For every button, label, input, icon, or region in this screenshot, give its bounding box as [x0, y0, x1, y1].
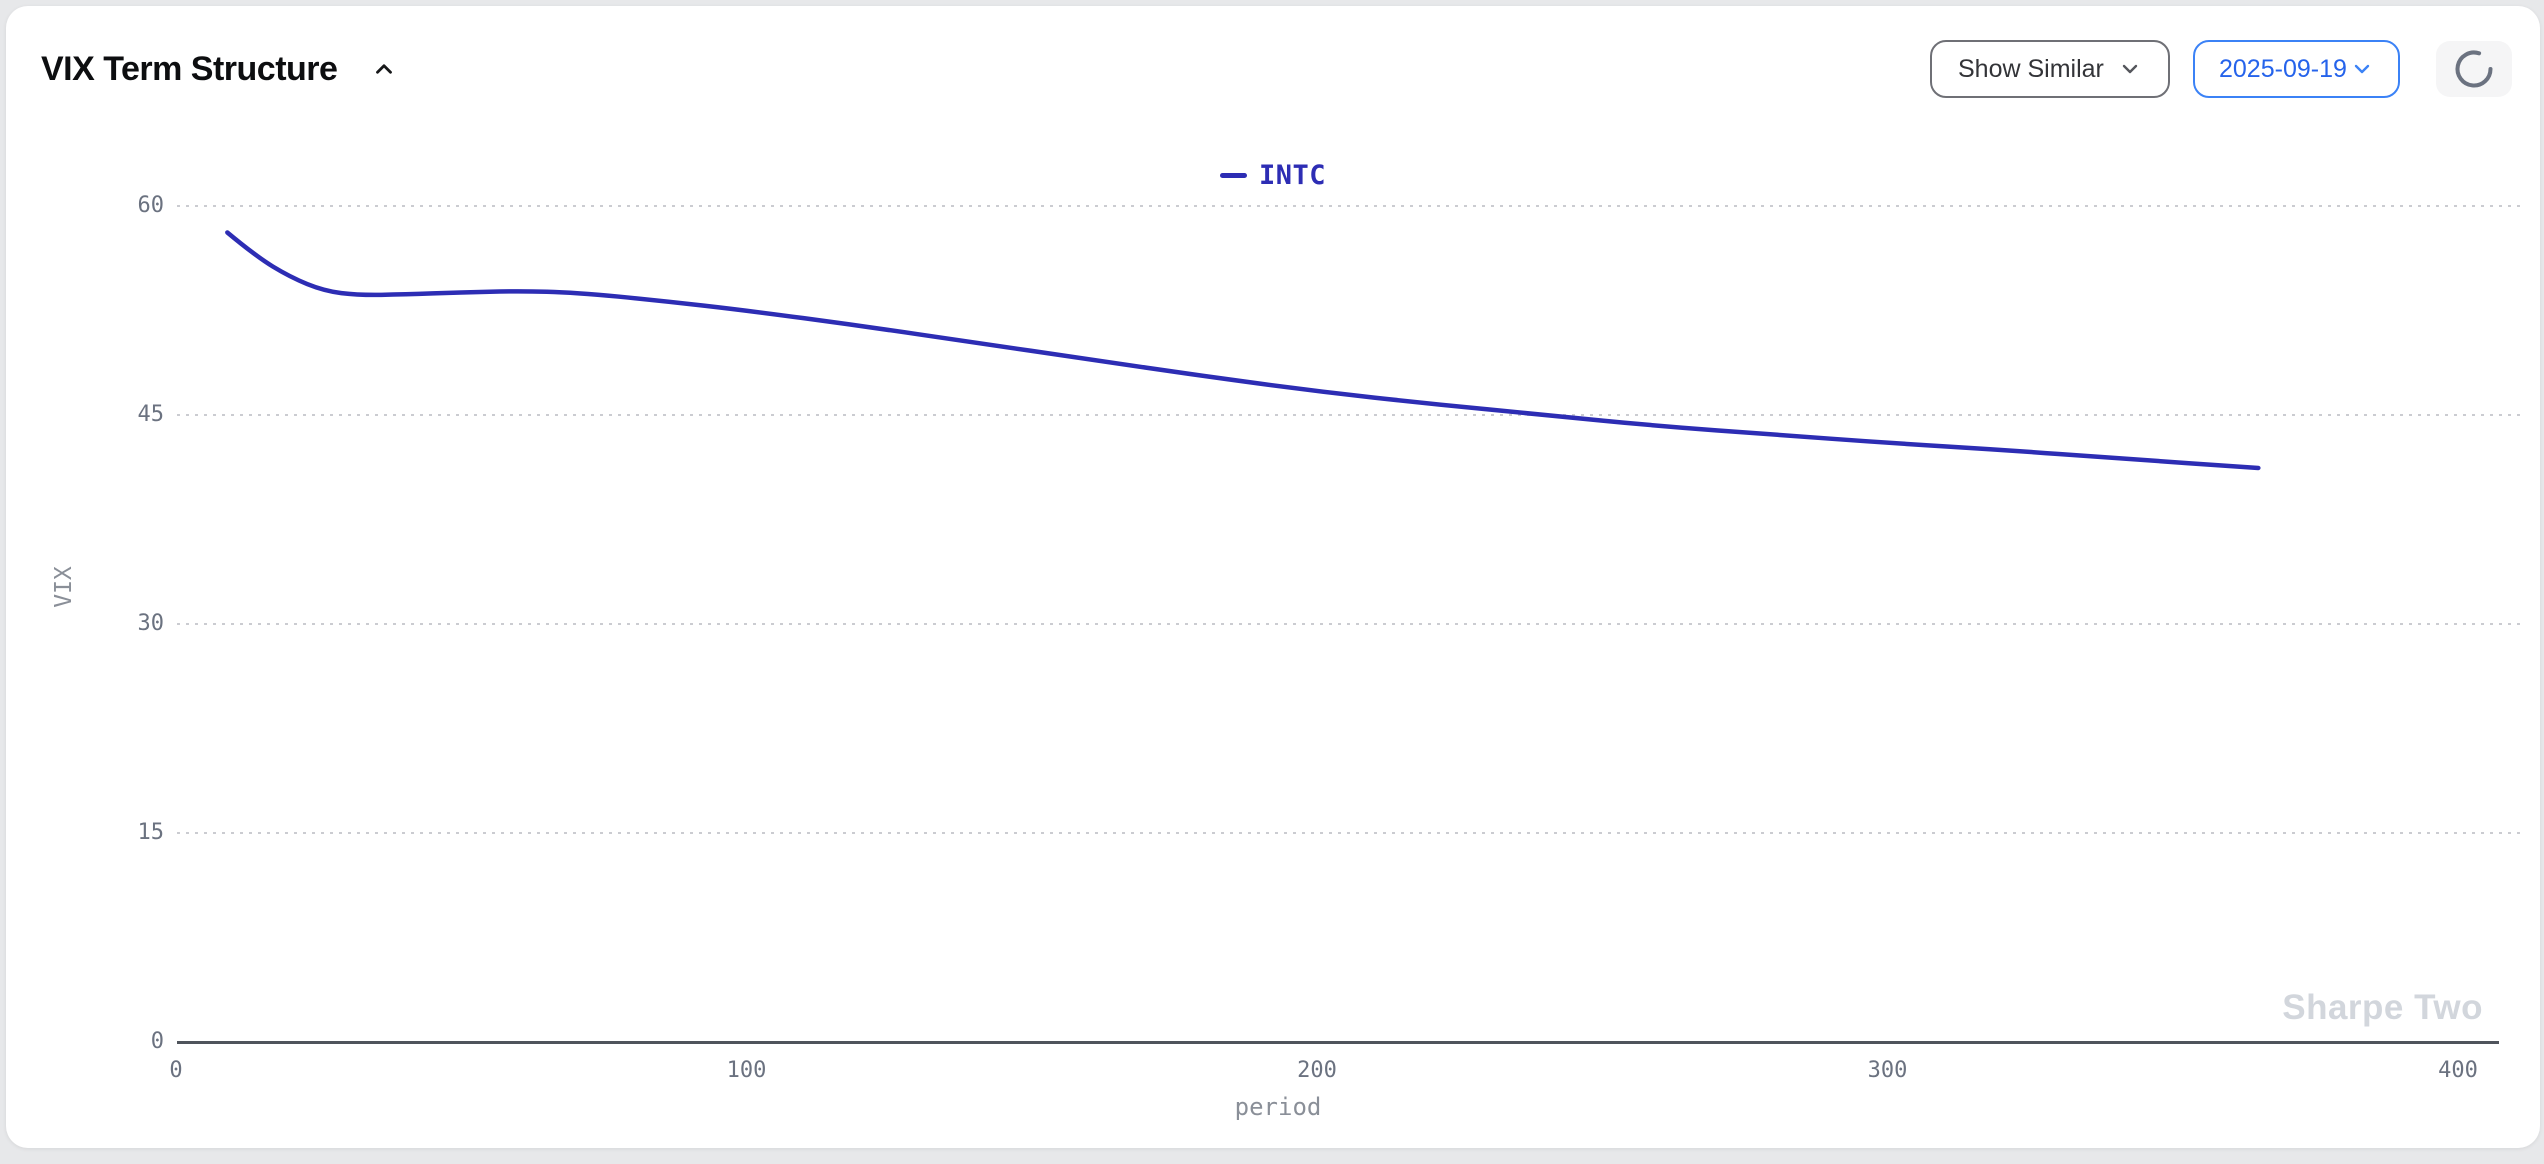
- legend-label: INTC: [1258, 159, 1327, 191]
- series-line-intc: [225, 230, 2261, 471]
- x-tick-label: 300: [1867, 1058, 1908, 1083]
- y-tick-label: 45: [137, 402, 165, 427]
- legend-item-intc[interactable]: INTC: [1219, 159, 1327, 191]
- chart-card: VIX Term Structure Show Similar 2025-09-…: [6, 6, 2540, 1148]
- y-tick-label: 15: [137, 820, 165, 845]
- legend-line-swatch-icon: [1219, 172, 1247, 178]
- x-tick-label: 0: [169, 1058, 183, 1083]
- gridline: [177, 623, 2526, 625]
- series-plot: [225, 230, 2261, 471]
- refresh-button[interactable]: [2436, 41, 2512, 97]
- x-tick-label: 100: [726, 1058, 767, 1083]
- vix-term-structure-chart: INTC 0 15 30 45 60 0 100 200 300 400 VIX period S…: [6, 6, 2540, 1148]
- x-tick-label: 400: [2438, 1058, 2478, 1083]
- y-tick-label: 0: [150, 1029, 164, 1054]
- card-header: VIX Term Structure Show Similar 2025-09-…: [41, 40, 2512, 98]
- chart-legend: INTC: [6, 158, 2540, 192]
- chevron-down-icon: [2122, 64, 2138, 74]
- chevron-up-icon: [376, 64, 393, 74]
- watermark: Sharpe Two: [2282, 988, 2483, 1027]
- x-tick-label: 200: [1297, 1058, 1337, 1083]
- gridline: [177, 832, 2526, 834]
- gridline: [177, 205, 2526, 207]
- gridline: [177, 414, 2526, 416]
- y-axis-title: VIX: [51, 566, 77, 608]
- loading-spinner-icon: [2455, 50, 2493, 88]
- show-similar-select[interactable]: Show Similar: [1930, 40, 2170, 98]
- collapse-button[interactable]: [367, 52, 401, 86]
- x-axis-line: [177, 1041, 2499, 1044]
- y-tick-label: 60: [137, 193, 165, 218]
- date-select[interactable]: 2025-09-19: [2193, 40, 2400, 98]
- chevron-down-icon: [2354, 64, 2370, 74]
- x-axis-title: period: [1234, 1093, 1322, 1121]
- date-select-value: 2025-09-19: [2219, 54, 2347, 83]
- y-tick-label: 30: [137, 611, 165, 636]
- page-title: VIX Term Structure: [41, 50, 338, 88]
- show-similar-label: Show Similar: [1958, 54, 2104, 83]
